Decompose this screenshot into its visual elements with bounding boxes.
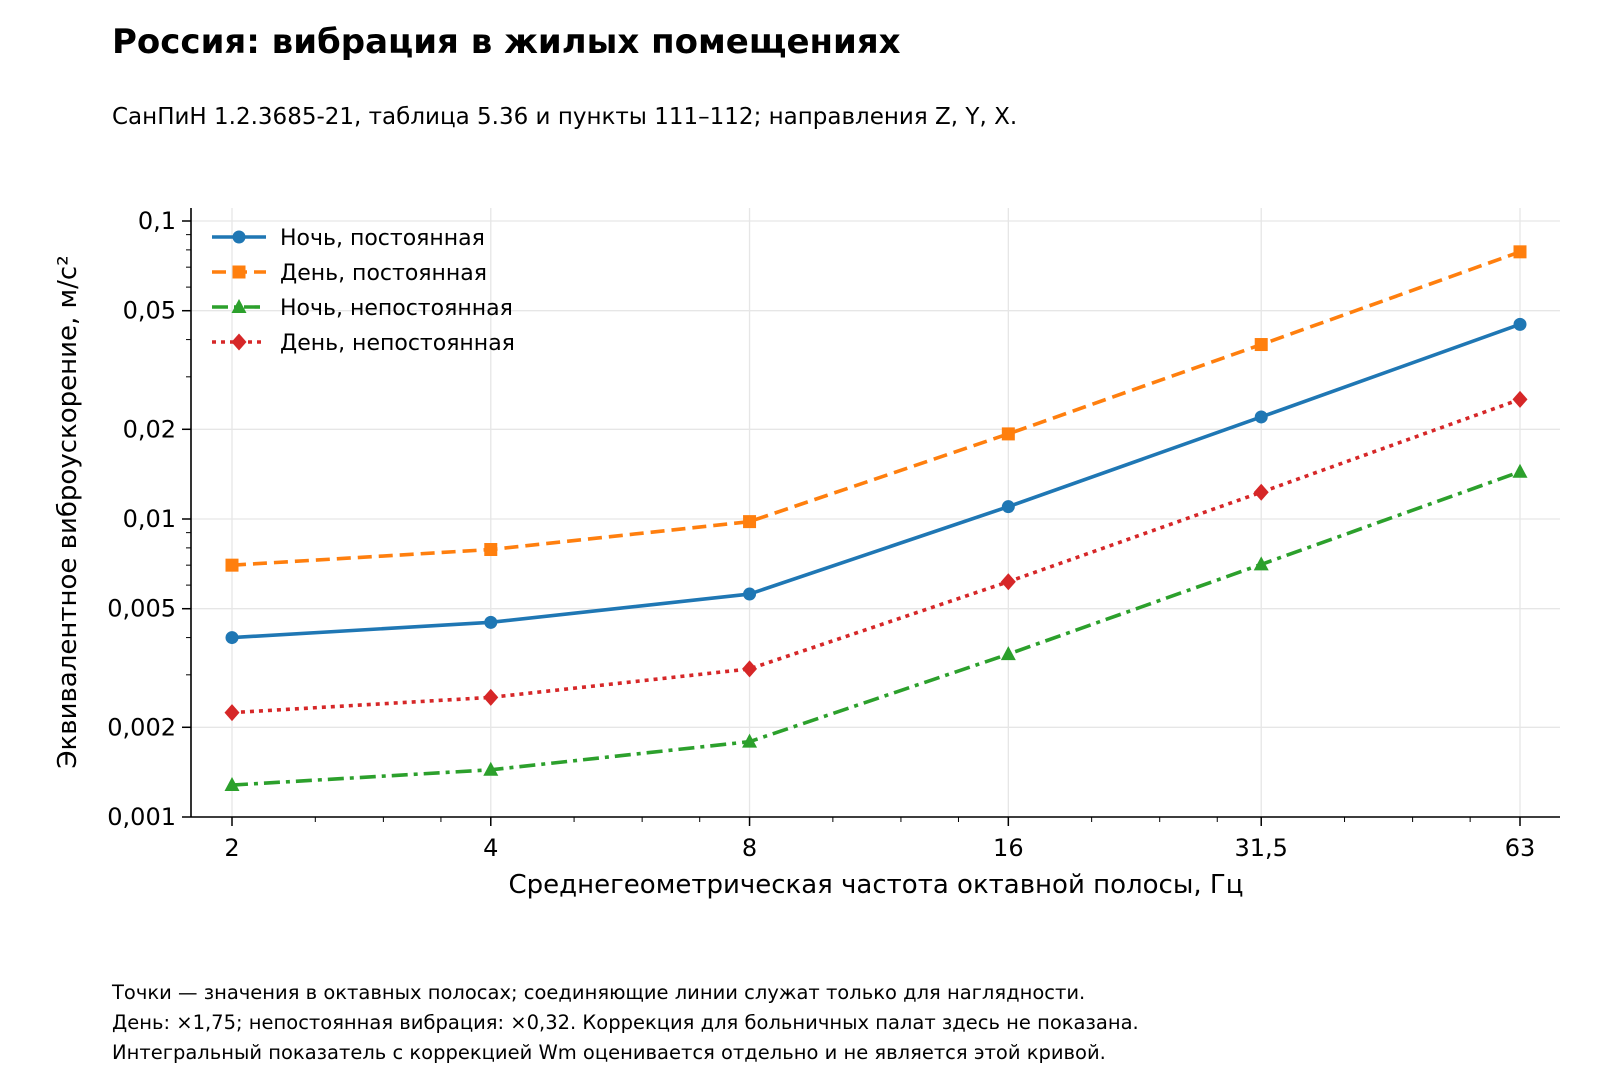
data-point: [743, 515, 757, 529]
legend-entry: День, постоянная: [280, 261, 487, 286]
data-point: [1000, 646, 1016, 661]
data-point: [1254, 410, 1268, 424]
footnote-line: Интегральный показатель с коррекцией Wm …: [112, 1041, 1106, 1064]
data-point: [483, 761, 499, 776]
footnote-line: Точки — значения в октавных полосах; сое…: [112, 981, 1086, 1004]
y-tick-label: 0,02: [123, 415, 176, 443]
footnotes: Точки — значения в октавных полосах; сое…: [112, 978, 1139, 1068]
data-point: [484, 543, 498, 557]
series-line: [231, 250, 1521, 567]
data-point: [484, 615, 498, 629]
tick-labels: 0,001 0,002 0,005 0,01 0,02 0,05 0,1 2 4 8 16 31,5 6…: [107, 207, 1535, 862]
data-point: [1000, 573, 1016, 591]
data-point: [743, 587, 757, 601]
x-tick-label: 31,5: [1235, 834, 1288, 862]
series-line: [231, 470, 1521, 787]
x-tick-label: 2: [224, 834, 239, 862]
data-point: [1253, 556, 1269, 571]
legend-swatch-marker: [232, 265, 246, 279]
y-tick-label: 0,05: [123, 297, 176, 325]
chart-subtitle: СанПиН 1.2.3685-21, таблица 5.36 и пункт…: [112, 104, 1018, 130]
y-axis-label: Эквивалентное виброускорение, м/с²: [53, 255, 83, 768]
legend: Ночь, постоянная День, постоянная Ночь, не…: [212, 226, 515, 356]
legend-entry: Ночь, непостоянная: [280, 296, 513, 321]
legend-entry: Ночь, постоянная: [280, 226, 485, 251]
data-point: [1254, 338, 1268, 352]
data-point: [1512, 463, 1528, 478]
footnote-line: День: ×1,75; непостоянная вибрация: ×0,3…: [112, 1011, 1139, 1034]
data-point: [483, 688, 499, 706]
data-point: [224, 777, 240, 792]
legend-swatch-marker: [231, 333, 247, 351]
series-lines: [231, 250, 1521, 787]
y-tick-label: 0,001: [107, 803, 176, 831]
chart-title: Россия: вибрация в жилых помещениях: [112, 22, 901, 62]
y-tick-label: 0,005: [107, 595, 176, 623]
data-point: [1001, 500, 1015, 514]
series-line: [231, 322, 1521, 640]
data-point: [1253, 483, 1269, 501]
x-tick-label: 4: [483, 834, 498, 862]
data-point: [1512, 390, 1528, 408]
data-point: [1513, 245, 1527, 259]
y-tick-label: 0,1: [138, 207, 176, 235]
series-markers: [224, 245, 1528, 792]
axes: [182, 208, 1560, 826]
data-point: [225, 631, 239, 645]
data-point: [225, 558, 239, 572]
y-tick-label: 0,002: [107, 713, 176, 741]
x-tick-label: 63: [1505, 834, 1536, 862]
data-point: [742, 733, 758, 748]
data-point: [224, 704, 240, 722]
x-tick-label: 8: [742, 834, 757, 862]
data-point: [1513, 317, 1527, 331]
data-point: [1001, 427, 1015, 441]
x-tick-label: 16: [993, 834, 1024, 862]
data-point: [742, 660, 758, 678]
y-tick-label: 0,01: [123, 505, 176, 533]
legend-entry: День, непостоянная: [280, 331, 515, 356]
series-line: [231, 397, 1521, 715]
legend-swatch-marker: [231, 299, 247, 313]
legend-swatch-marker: [232, 230, 246, 244]
x-axis-label: Среднегеометрическая частота октавной по…: [509, 870, 1244, 900]
